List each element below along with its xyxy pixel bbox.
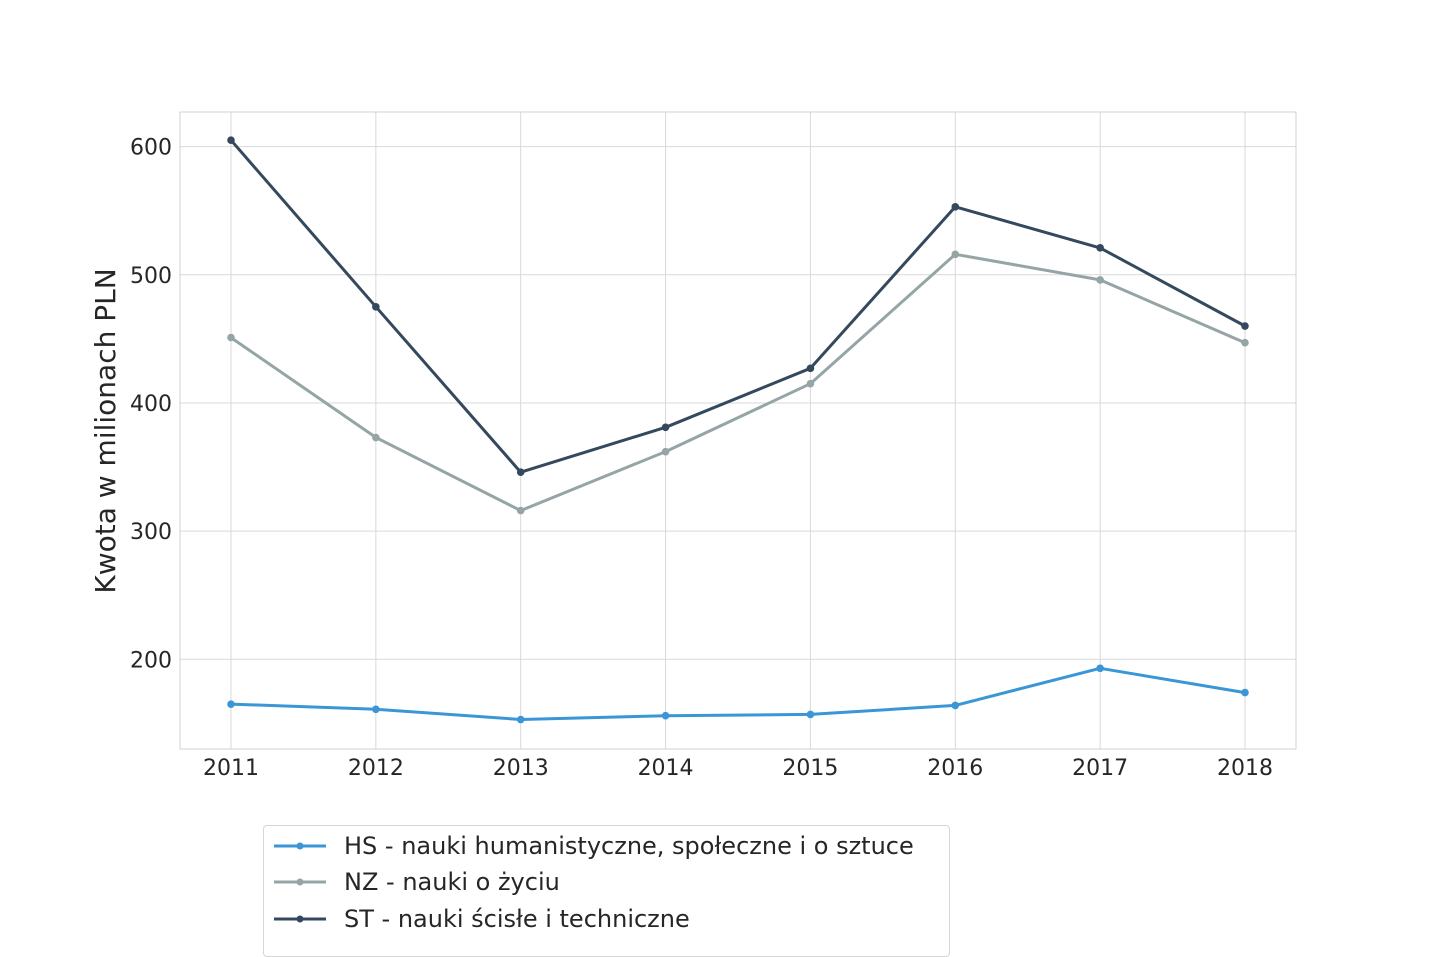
data-point-st [372, 303, 380, 311]
tick-labels: 2011 2012 2013 2014 2015 2016 2017 2018 200 300 40… [130, 136, 1273, 781]
legend-item-st: ST - nauki ścisłe i techniczne [272, 904, 690, 934]
data-point-hs [227, 700, 235, 708]
line-chart: 2011 2012 2013 2014 2015 2016 2017 2018 200 300 40… [89, 111, 1297, 781]
series-line-st [229, 139, 1246, 474]
legend-item-nz: NZ - nauki o życiu [272, 867, 560, 897]
plot-frame [179, 111, 1297, 750]
data-point-nz [1241, 338, 1249, 347]
y-tick-label: 600 [130, 136, 172, 161]
y-tick-label: 400 [130, 392, 172, 417]
data-point-nz [516, 506, 525, 515]
data-point-st [1096, 244, 1104, 252]
data-point-hs [951, 701, 960, 710]
grid-lines [180, 112, 1296, 749]
x-tick-label: 2012 [348, 756, 404, 781]
x-tick-label: 2013 [493, 756, 549, 781]
data-point-st [806, 364, 815, 373]
x-tick-label: 2017 [1072, 756, 1128, 781]
data-point-nz [951, 250, 960, 259]
legend-label-hs: HS - nauki humanistyczne, społeczne i o … [344, 832, 914, 860]
y-tick-label: 300 [130, 520, 172, 545]
series-line-nz [230, 252, 1246, 513]
data-point-nz [661, 447, 670, 456]
data-point-hs [372, 705, 380, 714]
legend-label-st: ST - nauki ścisłe i techniczne [344, 905, 690, 933]
data-point-hs [806, 710, 815, 719]
data-point-nz [227, 333, 235, 342]
data-point-hs [516, 715, 525, 724]
legend-item-hs: HS - nauki humanistyczne, społeczne i o … [272, 831, 914, 861]
data-point-st [1241, 322, 1249, 330]
y-axis-label: Kwota w milionach PLN [89, 268, 122, 593]
data-point-st [661, 423, 670, 432]
data-point-nz [1096, 276, 1104, 284]
y-tick-label: 500 [130, 264, 172, 289]
data-point-hs [1096, 664, 1104, 673]
x-tick-label: 2014 [638, 756, 694, 781]
data-point-nz [806, 379, 815, 388]
x-tick-label: 2016 [927, 756, 983, 781]
x-tick-label: 2015 [782, 756, 838, 781]
data-point-st [516, 468, 525, 476]
legend-marker-nz [274, 878, 326, 886]
data-point-st [227, 136, 235, 144]
x-tick-label: 2011 [203, 756, 259, 781]
series-line-hs [230, 666, 1246, 721]
data-point-hs [661, 711, 670, 720]
series-layer [227, 136, 1249, 724]
x-tick-label: 2018 [1217, 756, 1273, 781]
legend-marker-hs [274, 842, 326, 850]
data-point-hs [1241, 688, 1249, 697]
legend-marker-st [274, 915, 326, 923]
legend-label-nz: NZ - nauki o życiu [344, 868, 560, 896]
y-tick-label: 200 [130, 648, 172, 673]
data-point-nz [372, 433, 380, 442]
legend: HS - nauki humanistyczne, społeczne i o … [263, 825, 950, 957]
data-point-st [951, 203, 960, 211]
